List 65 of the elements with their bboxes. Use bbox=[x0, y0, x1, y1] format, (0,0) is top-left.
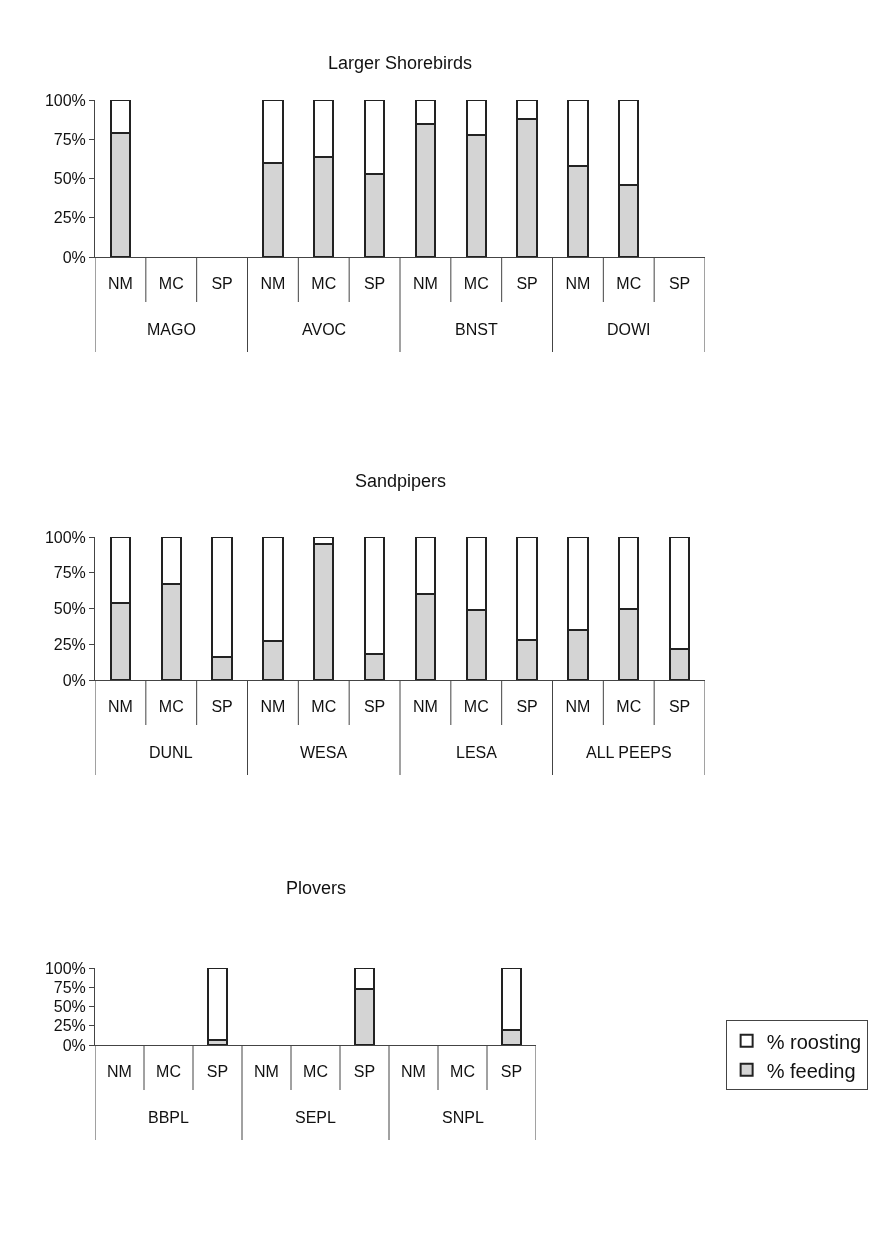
x-tick-label: SP bbox=[206, 1063, 229, 1081]
text: DOWI bbox=[607, 321, 651, 338]
x-tick-label: NM bbox=[107, 275, 133, 293]
x-tick-label: MC bbox=[450, 1063, 475, 1081]
text: LESA bbox=[456, 744, 498, 761]
x-tick-label: NM bbox=[107, 698, 133, 716]
legend-label: % roosting bbox=[766, 1030, 862, 1053]
x-tick-label: MC bbox=[311, 698, 337, 716]
x-tick-label: NM bbox=[401, 1063, 426, 1081]
x-tick-label: NM bbox=[565, 698, 591, 716]
chart-title: Plovers bbox=[286, 878, 347, 898]
y-tick-label: 50% bbox=[53, 600, 86, 618]
x-tick-label: NM bbox=[254, 1063, 279, 1081]
x-tick-label: SP bbox=[353, 1063, 376, 1081]
chart-title: Larger Shorebirds bbox=[328, 53, 473, 73]
text: SEPL bbox=[295, 1109, 337, 1126]
y-tick-label: 25% bbox=[53, 209, 86, 227]
x-tick-label: SP bbox=[363, 698, 386, 716]
y-tick-label: 0% bbox=[62, 248, 86, 266]
x-tick-label: NM bbox=[260, 698, 286, 716]
x-tick-label: SP bbox=[516, 698, 538, 716]
text: BBPL bbox=[148, 1109, 190, 1126]
x-tick-label: MC bbox=[311, 275, 337, 293]
x-tick-label: NM bbox=[107, 1063, 132, 1081]
y-tick-label: 100% bbox=[44, 91, 86, 109]
x-tick-label: NM bbox=[565, 275, 591, 293]
x-tick-label: NM bbox=[412, 698, 438, 716]
text: BNST bbox=[455, 321, 498, 338]
text: WESA bbox=[300, 744, 348, 761]
x-tick-label: SP bbox=[363, 275, 386, 293]
x-tick-label: SP bbox=[516, 275, 538, 293]
text: AVOC bbox=[302, 321, 347, 338]
bar bbox=[207, 968, 228, 1042]
x-tick-label: SP bbox=[211, 275, 233, 293]
x-tick-label: MC bbox=[463, 275, 489, 293]
text: ALL PEEPS bbox=[586, 744, 672, 761]
y-tick-label: 75% bbox=[53, 978, 86, 996]
y-tick-label: 50% bbox=[53, 998, 86, 1016]
chart-title: Sandpipers bbox=[355, 471, 447, 491]
y-tick-label: 0% bbox=[62, 671, 86, 689]
text: MAGO bbox=[147, 321, 196, 338]
x-tick-label: MC bbox=[616, 275, 642, 293]
x-tick-label: MC bbox=[156, 1063, 181, 1081]
legend-label: % feeding bbox=[766, 1059, 856, 1082]
x-tick-label: SP bbox=[211, 698, 233, 716]
y-tick-label: 100% bbox=[44, 959, 86, 977]
y-tick-label: 75% bbox=[53, 130, 86, 148]
y-tick-label: 75% bbox=[53, 564, 86, 582]
x-tick-label: MC bbox=[616, 698, 642, 716]
x-tick-label: MC bbox=[158, 698, 184, 716]
y-tick-label: 100% bbox=[44, 528, 86, 546]
x-tick-label: SP bbox=[668, 275, 691, 293]
text: DUNL bbox=[149, 744, 193, 761]
y-tick-label: 25% bbox=[53, 635, 86, 653]
text: SNPL bbox=[442, 1109, 484, 1126]
x-tick-label: NM bbox=[260, 275, 286, 293]
y-tick-label: 50% bbox=[53, 170, 86, 188]
y-tick-label: 25% bbox=[53, 1017, 86, 1035]
x-tick-label: NM bbox=[412, 275, 438, 293]
y-tick-label: 0% bbox=[62, 1036, 86, 1054]
x-tick-label: MC bbox=[303, 1063, 328, 1081]
x-tick-label: MC bbox=[463, 698, 489, 716]
x-tick-label: SP bbox=[500, 1063, 523, 1081]
x-tick-label: MC bbox=[158, 275, 184, 293]
x-tick-label: SP bbox=[668, 698, 691, 716]
